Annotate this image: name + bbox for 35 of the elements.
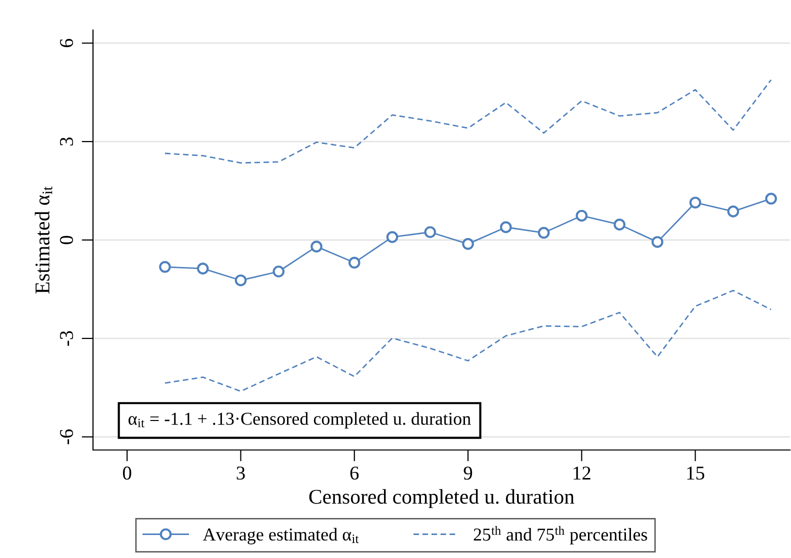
x-tick-label: 9 xyxy=(464,466,472,480)
x-tick-label: 6 xyxy=(350,466,359,480)
point xyxy=(272,266,285,278)
point xyxy=(386,231,398,243)
point xyxy=(652,236,664,248)
point xyxy=(727,206,740,218)
legend-label: Average estimated α$_{it}$ xyxy=(202,528,359,544)
y-tick-label: -6 xyxy=(60,429,74,444)
point xyxy=(234,274,247,286)
x-tick-label: 15 xyxy=(687,466,704,480)
y-tick-label: 6 xyxy=(60,38,74,48)
point xyxy=(538,226,550,239)
point xyxy=(689,196,702,208)
point xyxy=(765,192,777,205)
x-tick-label: 12 xyxy=(574,466,590,480)
point xyxy=(310,240,322,252)
x-tick-label: 0 xyxy=(122,466,132,480)
line-series xyxy=(164,79,772,164)
y-axis-title: Estimated α$_{it}$ xyxy=(34,186,52,294)
point xyxy=(196,262,209,274)
point xyxy=(348,256,360,269)
annotation: α$_{it}$ = -1.1 + .13·Censored completed u. duration xyxy=(128,412,471,429)
line-series xyxy=(164,290,772,392)
legend-label: 25$^{th}$ and 75$^{th}$ percentiles xyxy=(474,526,648,544)
y-tick-label: 0 xyxy=(60,236,74,244)
point xyxy=(500,221,512,234)
y-tick-label: -3 xyxy=(60,331,74,346)
point xyxy=(424,226,436,238)
point xyxy=(576,210,588,222)
x-axis-title: Censored completed u. duration xyxy=(309,489,574,508)
point xyxy=(614,218,626,230)
x-tick-label: 3 xyxy=(236,466,245,480)
point xyxy=(159,261,171,273)
y-tick-label: 3 xyxy=(60,137,74,146)
point xyxy=(462,238,474,250)
